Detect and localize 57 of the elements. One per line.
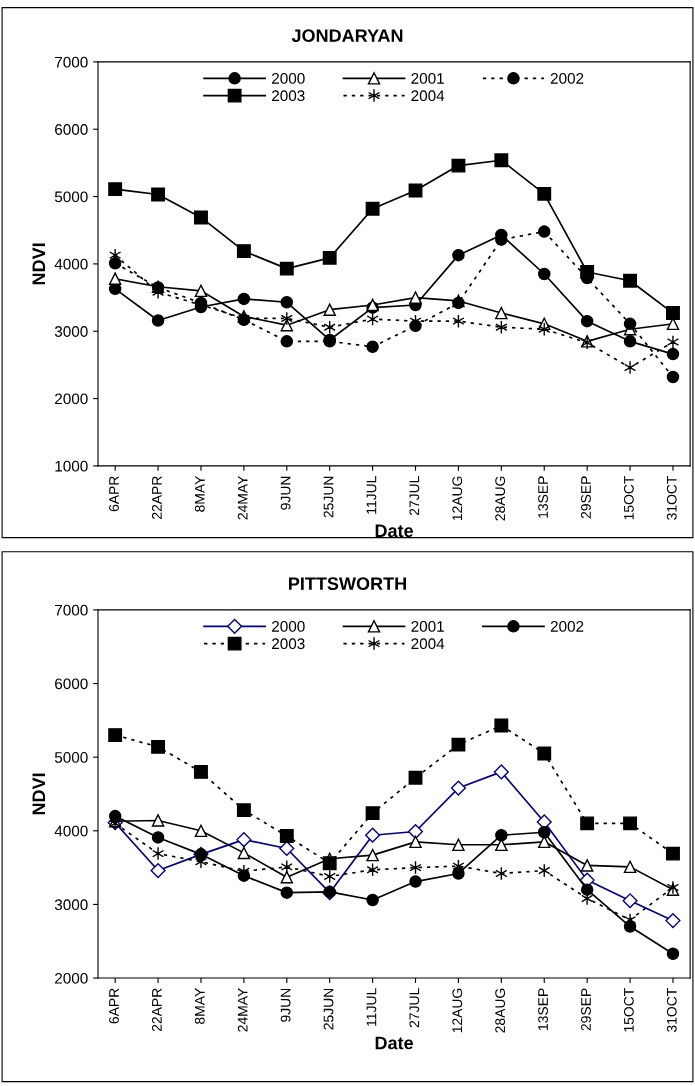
x-tick-label: 13SEP xyxy=(538,476,548,518)
legend-label: 2004 xyxy=(411,638,445,650)
x-tick-label: 25JUN xyxy=(323,476,334,518)
x-tick-label: 25JUN xyxy=(323,988,334,1030)
y-tick-label: 4000 xyxy=(54,258,88,270)
x-tick-label: 29SEP xyxy=(581,476,591,519)
y-tick-label: 1000 xyxy=(55,460,88,472)
legend-label: 2004 xyxy=(411,90,445,102)
x-axis-title: Date xyxy=(375,1036,414,1050)
x-tick-label: 15OCT xyxy=(623,988,634,1032)
x-tick-label: 9JUN xyxy=(280,476,291,510)
x-tick-label: 12AUG xyxy=(452,988,463,1033)
y-tick-label: 3000 xyxy=(54,326,88,337)
legend-label: 2003 xyxy=(272,638,305,650)
y-tick-label: 7000 xyxy=(55,604,88,616)
x-tick-label: 12AUG xyxy=(452,476,463,521)
x-tick-label: 28AUG xyxy=(495,476,506,521)
x-tick-label: 22APR xyxy=(151,988,162,1032)
x-tick-label: 11JUL xyxy=(366,988,377,1026)
y-tick-label: 6000 xyxy=(55,678,88,690)
y-axis-title: NDVI xyxy=(32,773,45,815)
y-tick-label: 2000 xyxy=(55,972,88,984)
y-tick-label: 3000 xyxy=(54,899,88,911)
y-axis-title: NDVI xyxy=(32,243,45,285)
chart-title: PITTSWORTH xyxy=(289,577,406,591)
y-tick-label: 4000 xyxy=(54,825,88,837)
x-tick-label: 22APR xyxy=(151,476,162,519)
x-tick-label: 24MAY xyxy=(237,988,248,1032)
x-axis-title: Date xyxy=(375,524,414,538)
legend-label: 2000 xyxy=(272,73,305,84)
legend-label: 2001 xyxy=(411,73,444,84)
y-tick-label: 7000 xyxy=(55,56,88,68)
legend-label: 2002 xyxy=(550,621,584,632)
x-tick-label: 31OCT xyxy=(666,988,677,1033)
x-tick-label: 6APR xyxy=(109,476,119,512)
legend-label: 2002 xyxy=(550,73,584,84)
legend-label: 2003 xyxy=(272,90,305,102)
x-tick-label: 29SEP xyxy=(581,988,591,1031)
y-tick-label: 5000 xyxy=(54,752,88,763)
y-tick-label: 6000 xyxy=(55,124,88,135)
x-tick-label: 11JUL xyxy=(366,476,377,514)
legend-label: 2000 xyxy=(272,621,305,632)
x-tick-label: 28AUG xyxy=(495,988,506,1033)
x-tick-label: 9JUN xyxy=(280,988,291,1022)
x-tick-label: 27JUL xyxy=(409,476,420,516)
y-tick-label: 5000 xyxy=(54,191,88,203)
y-tick-label: 2000 xyxy=(55,393,88,405)
x-tick-label: 13SEP xyxy=(538,988,548,1030)
legend-label: 2001 xyxy=(411,621,444,632)
x-tick-label: 27JUL xyxy=(409,988,420,1028)
x-tick-label: 31OCT xyxy=(666,475,677,520)
x-tick-label: 15OCT xyxy=(623,475,634,520)
x-tick-label: 6APR xyxy=(109,988,119,1024)
x-tick-label: 8MAY xyxy=(194,988,205,1024)
x-tick-label: 8MAY xyxy=(194,475,205,512)
chart-title: JONDARYAN xyxy=(291,29,403,43)
x-tick-label: 24MAY xyxy=(237,475,248,520)
